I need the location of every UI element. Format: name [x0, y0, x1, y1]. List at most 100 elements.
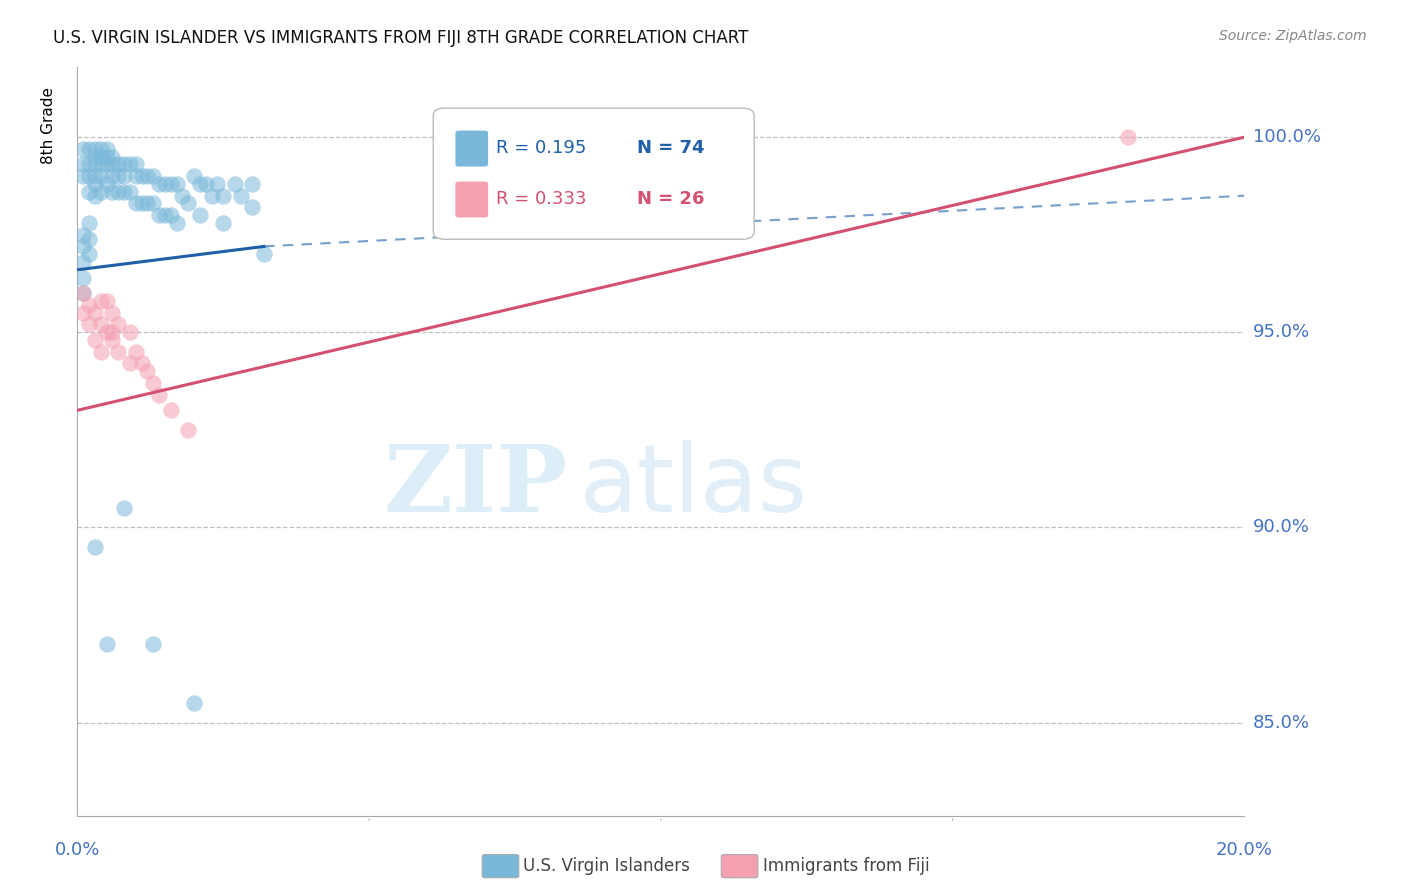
FancyBboxPatch shape	[456, 130, 488, 167]
Point	[136, 364, 159, 378]
Point	[77, 216, 100, 230]
Point	[77, 185, 100, 199]
Point	[136, 196, 159, 211]
Point	[96, 294, 118, 309]
Point	[224, 177, 246, 191]
Point	[131, 196, 153, 211]
Point	[177, 423, 200, 437]
Point	[112, 185, 135, 199]
Point	[240, 200, 263, 214]
Point	[142, 376, 165, 390]
Point	[240, 177, 263, 191]
Point	[77, 232, 100, 246]
Point	[77, 318, 100, 332]
Point	[83, 169, 105, 184]
Point	[253, 247, 276, 261]
Point	[101, 306, 124, 320]
Point	[148, 177, 170, 191]
Point	[96, 637, 118, 651]
Point	[90, 185, 112, 199]
Point	[212, 188, 235, 202]
Point	[124, 157, 148, 171]
Point	[118, 185, 141, 199]
Point	[72, 306, 94, 320]
Point	[90, 294, 112, 309]
Point	[229, 188, 252, 202]
Text: 8th Grade: 8th Grade	[41, 87, 56, 164]
Point	[90, 142, 112, 156]
Point	[124, 169, 148, 184]
Point	[183, 696, 205, 710]
Point	[131, 169, 153, 184]
Text: Immigrants from Fiji: Immigrants from Fiji	[763, 857, 931, 875]
Point	[83, 306, 105, 320]
Point	[107, 169, 129, 184]
Point	[118, 325, 141, 339]
Point	[159, 403, 181, 417]
Point	[77, 157, 100, 171]
Text: U.S. VIRGIN ISLANDER VS IMMIGRANTS FROM FIJI 8TH GRADE CORRELATION CHART: U.S. VIRGIN ISLANDER VS IMMIGRANTS FROM …	[53, 29, 749, 47]
Point	[112, 169, 135, 184]
Point	[118, 157, 141, 171]
Point	[159, 177, 181, 191]
Point	[101, 169, 124, 184]
Text: Source: ZipAtlas.com: Source: ZipAtlas.com	[1219, 29, 1367, 44]
Point	[72, 270, 94, 285]
FancyBboxPatch shape	[456, 182, 488, 218]
FancyBboxPatch shape	[433, 108, 754, 239]
Point	[107, 318, 129, 332]
Point	[177, 196, 200, 211]
Point	[194, 177, 217, 191]
Text: R = 0.333: R = 0.333	[496, 190, 586, 208]
Point	[83, 150, 105, 164]
Point	[136, 169, 159, 184]
Point	[200, 188, 222, 202]
Point	[142, 169, 165, 184]
Point	[101, 150, 124, 164]
Point	[153, 208, 176, 222]
Point	[72, 286, 94, 301]
Point	[96, 142, 118, 156]
Point	[83, 142, 105, 156]
Point	[207, 177, 229, 191]
Point	[142, 637, 165, 651]
Point	[107, 185, 129, 199]
Point	[96, 157, 118, 171]
Point	[107, 157, 129, 171]
Point	[83, 540, 105, 554]
Point	[1116, 130, 1139, 145]
Point	[101, 325, 124, 339]
Point	[90, 150, 112, 164]
Point	[72, 227, 94, 242]
Point	[90, 169, 112, 184]
Point	[72, 255, 94, 269]
Point	[72, 239, 94, 253]
Text: 20.0%: 20.0%	[1216, 841, 1272, 859]
Point	[101, 333, 124, 347]
Point	[172, 188, 194, 202]
Point	[107, 344, 129, 359]
Text: 95.0%: 95.0%	[1253, 323, 1310, 342]
Text: R = 0.195: R = 0.195	[496, 139, 586, 157]
Text: 85.0%: 85.0%	[1253, 714, 1309, 731]
Point	[77, 169, 100, 184]
Point	[118, 357, 141, 371]
Point	[101, 157, 124, 171]
Point	[124, 196, 148, 211]
Text: atlas: atlas	[579, 441, 807, 533]
Point	[83, 157, 105, 171]
Text: 90.0%: 90.0%	[1253, 518, 1309, 536]
Point	[90, 318, 112, 332]
Point	[188, 177, 211, 191]
Point	[212, 216, 235, 230]
Point	[96, 325, 118, 339]
Point	[96, 177, 118, 191]
Text: N = 74: N = 74	[637, 139, 704, 157]
Point	[83, 188, 105, 202]
Point	[142, 196, 165, 211]
Point	[148, 387, 170, 401]
Point	[112, 157, 135, 171]
Point	[72, 157, 94, 171]
Point	[90, 157, 112, 171]
Point	[159, 208, 181, 222]
